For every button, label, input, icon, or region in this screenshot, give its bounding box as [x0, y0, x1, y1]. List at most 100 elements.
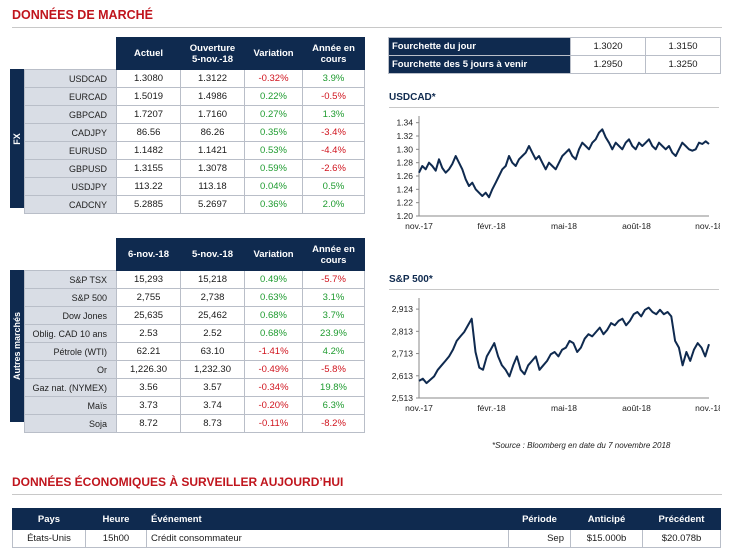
- x-tick-label: nov.-18: [695, 221, 720, 231]
- y-tick-label: 1.28: [396, 158, 413, 168]
- table-row: Oblig. CAD 10 ans 2.53 2.52 0.68% 23.9%: [24, 324, 365, 343]
- y-tick-label: 1.20: [396, 211, 413, 221]
- fx-header-annee: Année en cours: [302, 37, 365, 70]
- markets-cell-annee: -8.2%: [302, 414, 365, 433]
- markets-cell-annee: 23.9%: [302, 324, 365, 343]
- fx-side-label: FX: [10, 69, 24, 208]
- markets-cell-a: 25,635: [116, 306, 181, 325]
- fx-cell-annee: -4.4%: [302, 141, 365, 160]
- eco-cell-precedent: $20.078b: [642, 529, 721, 548]
- fx-cell-annee: 1.3%: [302, 105, 365, 124]
- eco-header-periode: Période: [508, 508, 571, 530]
- markets-cell-b: 25,462: [180, 306, 245, 325]
- table-row: USDCAD 1.3080 1.3122 -0.32% 3.9%: [24, 69, 365, 88]
- markets-header-annee: Année en cours: [302, 238, 365, 271]
- fx-cell-actuel: 1.7207: [116, 105, 181, 124]
- markets-cell-label: Pétrole (WTI): [24, 342, 117, 361]
- markets-cell-label: Soja: [24, 414, 117, 433]
- y-tick-label: 2,713: [392, 349, 414, 359]
- eco-cell-evenement: Crédit consommateur: [146, 529, 509, 548]
- fx-cell-variation: 0.35%: [244, 123, 303, 142]
- fx-cell-variation: 0.36%: [244, 195, 303, 214]
- markets-cell-annee: 19.8%: [302, 378, 365, 397]
- markets-cell-b: 1,232.30: [180, 360, 245, 379]
- fx-cell-ouverture: 86.26: [180, 123, 245, 142]
- markets-cell-b: 63.10: [180, 342, 245, 361]
- range-5days-high: 1.3250: [645, 55, 721, 74]
- x-tick-label: févr.-18: [477, 221, 506, 231]
- markets-cell-variation: 0.63%: [244, 288, 303, 307]
- x-tick-label: nov.-17: [405, 221, 433, 231]
- fx-cell-annee: -0.5%: [302, 87, 365, 106]
- fx-header-ouverture: Ouverture 5-nov.-18: [180, 37, 245, 70]
- usdcad-chart-title: USDCAD*: [389, 92, 436, 103]
- fx-cell-label: CADCNY: [24, 195, 117, 214]
- fx-header-actuel: Actuel: [116, 37, 181, 70]
- y-tick-label: 2,613: [392, 371, 414, 381]
- fx-cell-annee: -3.4%: [302, 123, 365, 142]
- eco-header-anticipe: Anticipé: [570, 508, 643, 530]
- eco-cell-periode: Sep: [508, 529, 571, 548]
- table-row: EURUSD 1.1482 1.1421 0.53% -4.4%: [24, 141, 365, 160]
- x-tick-label: mai-18: [551, 403, 577, 413]
- table-row: EURCAD 1.5019 1.4986 0.22% -0.5%: [24, 87, 365, 106]
- table-row: USDJPY 113.22 113.18 0.04% 0.5%: [24, 177, 365, 196]
- title-divider: [12, 27, 722, 28]
- eco-title-divider: [12, 494, 722, 495]
- fx-table: Actuel Ouverture 5-nov.-18 Variation Ann…: [24, 37, 365, 214]
- fx-cell-actuel: 86.56: [116, 123, 181, 142]
- y-tick-label: 1.34: [396, 118, 413, 128]
- markets-cell-b: 8.73: [180, 414, 245, 433]
- x-tick-label: août-18: [622, 221, 651, 231]
- eco-header-pays: Pays: [12, 508, 86, 530]
- series-line: [418, 306, 710, 385]
- markets-cell-a: 3.73: [116, 396, 181, 415]
- fx-cell-label: GBPCAD: [24, 105, 117, 124]
- fx-cell-annee: 2.0%: [302, 195, 365, 214]
- markets-cell-variation: 0.68%: [244, 306, 303, 325]
- markets-cell-label: Gaz nat. (NYMEX): [24, 378, 117, 397]
- fx-cell-variation: -0.32%: [244, 69, 303, 88]
- fx-cell-variation: 0.04%: [244, 177, 303, 196]
- range-5days-low: 1.2950: [570, 55, 646, 74]
- markets-cell-a: 15,293: [116, 270, 181, 289]
- market-section-title: DONNÉES DE MARCHÉ: [12, 8, 153, 22]
- markets-cell-label: Or: [24, 360, 117, 379]
- markets-cell-annee: -5.8%: [302, 360, 365, 379]
- markets-cell-variation: 0.68%: [244, 324, 303, 343]
- fx-cell-label: CADJPY: [24, 123, 117, 142]
- fx-cell-annee: -2.6%: [302, 159, 365, 178]
- markets-cell-a: 8.72: [116, 414, 181, 433]
- fx-cell-actuel: 5.2885: [116, 195, 181, 214]
- fx-cell-ouverture: 1.4986: [180, 87, 245, 106]
- fx-cell-ouverture: 113.18: [180, 177, 245, 196]
- markets-cell-annee: 6.3%: [302, 396, 365, 415]
- fx-cell-actuel: 1.5019: [116, 87, 181, 106]
- markets-cell-b: 15,218: [180, 270, 245, 289]
- markets-cell-variation: -0.49%: [244, 360, 303, 379]
- y-tick-label: 1.26: [396, 171, 413, 181]
- fx-cell-ouverture: 1.3122: [180, 69, 245, 88]
- table-row: Maïs 3.73 3.74 -0.20% 6.3%: [24, 396, 365, 415]
- fx-cell-ouverture: 1.7160: [180, 105, 245, 124]
- fx-cell-ouverture: 1.3078: [180, 159, 245, 178]
- markets-cell-annee: 4.2%: [302, 342, 365, 361]
- y-tick-label: 2,513: [392, 393, 414, 403]
- range-label-5days: Fourchette des 5 jours à venir: [388, 55, 571, 74]
- table-row: CADJPY 86.56 86.26 0.35% -3.4%: [24, 123, 365, 142]
- x-tick-label: août-18: [622, 403, 651, 413]
- eco-header-heure: Heure: [85, 508, 147, 530]
- fx-cell-label: GBPUSD: [24, 159, 117, 178]
- fx-cell-actuel: 1.3155: [116, 159, 181, 178]
- y-tick-label: 2,913: [392, 304, 414, 314]
- eco-cell-heure: 15h00: [85, 529, 147, 548]
- fx-cell-label: USDJPY: [24, 177, 117, 196]
- x-tick-label: nov.-17: [405, 403, 433, 413]
- eco-section-title: DONNÉES ÉCONOMIQUES À SURVEILLER AUJOURD…: [12, 475, 344, 489]
- markets-cell-variation: -0.20%: [244, 396, 303, 415]
- markets-cell-label: Maïs: [24, 396, 117, 415]
- y-tick-label: 1.22: [396, 198, 413, 208]
- fx-cell-label: USDCAD: [24, 69, 117, 88]
- markets-cell-variation: -0.11%: [244, 414, 303, 433]
